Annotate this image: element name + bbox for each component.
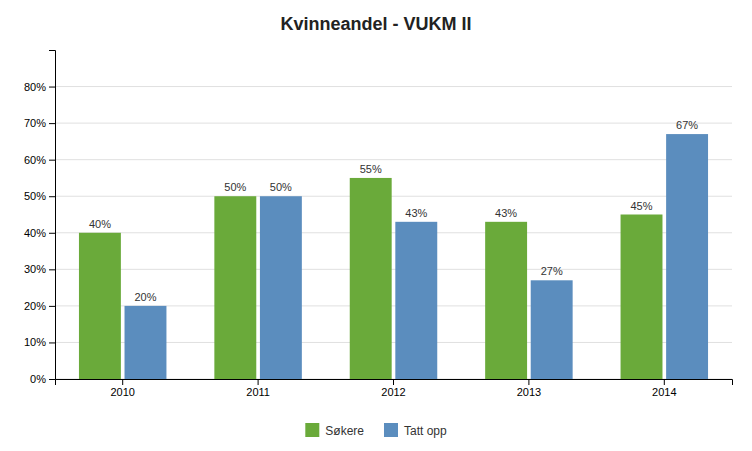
tick: 20% xyxy=(24,300,55,312)
tick: 70% xyxy=(24,117,55,129)
tick-mark xyxy=(49,269,55,270)
tick-label: 2012 xyxy=(381,386,405,398)
bar xyxy=(214,196,256,379)
tick-mark xyxy=(49,233,55,234)
chart: 0%10%20%30%40%50%60%70%80%20102011201220… xyxy=(0,0,752,451)
legend-swatch xyxy=(384,423,398,437)
legend-item: Tatt opp xyxy=(384,423,447,438)
tick-label: 2010 xyxy=(110,386,134,398)
tick: 2014 xyxy=(652,379,676,398)
tick-label: 50% xyxy=(24,190,46,202)
data-labels: 40% 50% 55% 43% 45% 20% 50% 43% 27% 67% xyxy=(89,119,698,303)
tick-label: 2011 xyxy=(246,386,270,398)
bars xyxy=(79,134,708,379)
data-label: 20% xyxy=(134,291,156,303)
plot: 0%10%20%30%40%50%60%70%80%20102011201220… xyxy=(24,51,733,398)
legend-swatch xyxy=(305,423,319,437)
tick: 60% xyxy=(24,154,55,166)
tick: 2012 xyxy=(381,379,405,398)
tick-mark xyxy=(664,379,665,385)
bar xyxy=(125,306,167,379)
bar xyxy=(531,280,573,379)
bar xyxy=(485,222,527,379)
data-label: 43% xyxy=(405,207,427,219)
tick-mark xyxy=(122,379,123,385)
tick: 2011 xyxy=(246,379,270,398)
grid-line xyxy=(55,86,732,87)
data-label: 50% xyxy=(224,181,246,193)
y-axis: 0% 10% 20% 30% 40% 50% 60% 70% 80% xyxy=(24,51,56,386)
bar-series xyxy=(125,134,709,379)
tick-label: 80% xyxy=(24,81,46,93)
data-label: 67% xyxy=(676,119,698,131)
tick-mark xyxy=(49,87,55,88)
legend-item: Søkere xyxy=(305,423,364,438)
data-label: 27% xyxy=(541,265,563,277)
tick-mark xyxy=(49,196,55,197)
data-label: 55% xyxy=(360,163,382,175)
tick-label: 20% xyxy=(24,300,46,312)
tick-label: 10% xyxy=(24,336,46,348)
tick: 40% xyxy=(24,227,55,239)
data-label: 50% xyxy=(270,181,292,193)
tick-mark xyxy=(528,379,529,385)
tick-mark xyxy=(49,160,55,161)
bar xyxy=(79,233,121,379)
tick: 2010 xyxy=(110,379,134,398)
tick: 2013 xyxy=(517,379,541,398)
grid xyxy=(55,87,732,379)
bar xyxy=(260,196,302,379)
tick: 50% xyxy=(24,190,55,202)
legend: Søkere Tatt opp xyxy=(305,423,447,438)
bar xyxy=(395,222,437,379)
tick: 30% xyxy=(24,263,55,275)
x-axis: 2010 2011 2012 2013 2014 xyxy=(56,379,733,398)
tick-label: 2014 xyxy=(652,386,676,398)
legend-label: Søkere xyxy=(325,424,364,438)
tick-label: 30% xyxy=(24,263,46,275)
bar xyxy=(666,134,708,379)
bar xyxy=(621,215,663,380)
tick: 80% xyxy=(24,81,55,93)
data-label: 40% xyxy=(89,218,111,230)
tick-label: 2013 xyxy=(517,386,541,398)
axis-line xyxy=(56,380,733,386)
grid-line xyxy=(55,123,732,124)
bar xyxy=(350,178,392,379)
tick-mark xyxy=(49,123,55,124)
tick-mark xyxy=(49,342,55,343)
tick-label: 70% xyxy=(24,117,46,129)
tick-label: 0% xyxy=(30,373,46,385)
tick-label: 60% xyxy=(24,154,46,166)
bar-series xyxy=(79,178,663,379)
grid-line xyxy=(55,159,732,160)
tick-mark xyxy=(49,306,55,307)
title: Kvinneandel - VUKM II xyxy=(280,14,471,34)
grid-line xyxy=(55,196,732,197)
tick: 0% xyxy=(30,373,55,385)
legend-label: Tatt opp xyxy=(404,424,447,438)
data-label: 45% xyxy=(631,200,653,212)
axis-line xyxy=(49,51,56,380)
tick-label: 40% xyxy=(24,227,46,239)
data-label: 43% xyxy=(495,207,517,219)
tick-mark xyxy=(49,379,55,380)
tick-mark xyxy=(393,379,394,385)
tick: 10% xyxy=(24,336,55,348)
tick-mark xyxy=(258,379,259,385)
